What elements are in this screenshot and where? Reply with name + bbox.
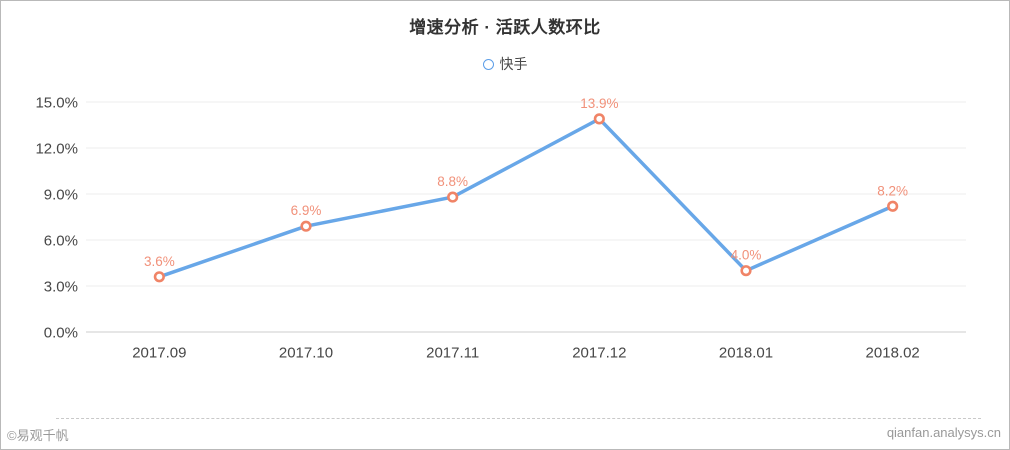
data-label: 6.9%	[291, 203, 322, 218]
data-label: 13.9%	[580, 96, 618, 111]
data-label: 3.6%	[144, 254, 175, 269]
y-tick-label: 9.0%	[44, 186, 78, 203]
data-point[interactable]	[153, 271, 165, 283]
data-point[interactable]	[300, 220, 312, 232]
legend-label: 快手	[499, 56, 528, 72]
legend-item-kuaishou[interactable]: 快手	[1, 54, 1009, 74]
x-tick-label: 2018.01	[719, 344, 773, 361]
y-tick-label: 0.0%	[44, 324, 78, 341]
footer-divider	[56, 418, 981, 419]
y-tick-label: 15.0%	[35, 94, 78, 111]
chart-title: 增速分析 · 活跃人数环比	[409, 18, 601, 37]
x-tick-label: 2017.11	[426, 344, 479, 361]
x-tick-label: 2018.02	[866, 344, 920, 361]
copyright-text: ©易观千帆	[7, 428, 69, 443]
series-line	[157, 117, 895, 279]
x-tick-label: 2017.10	[279, 344, 333, 361]
x-tick-label: 2017.09	[132, 344, 186, 361]
data-point[interactable]	[887, 200, 899, 212]
source-link[interactable]: qianfan.analysys.cn	[886, 425, 1001, 440]
data-point[interactable]	[740, 265, 752, 277]
data-label: 4.0%	[731, 248, 762, 263]
y-tick-label: 12.0%	[35, 140, 78, 157]
x-tick-label: 2017.12	[572, 344, 626, 361]
y-tick-label: 3.0%	[44, 278, 78, 295]
data-point[interactable]	[447, 191, 459, 203]
y-tick-label: 6.0%	[44, 232, 78, 249]
data-label: 8.8%	[437, 174, 468, 189]
legend-circle-icon	[482, 58, 494, 70]
data-label: 8.2%	[877, 183, 908, 198]
data-point[interactable]	[593, 113, 605, 125]
